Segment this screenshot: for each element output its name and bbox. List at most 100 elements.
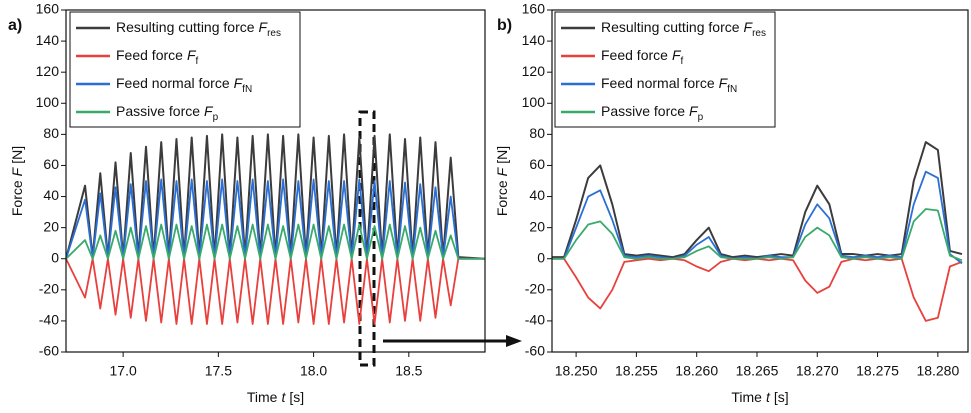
- x-tick-label: 17.0: [110, 363, 137, 379]
- y-tick-label: 120: [36, 63, 60, 79]
- axes-frame: [65, 9, 486, 353]
- legend-subscript: p: [213, 112, 219, 123]
- legend-symbol: F: [744, 19, 754, 35]
- legend-symbol: F: [672, 47, 682, 63]
- legend-symbol: F: [719, 75, 729, 91]
- y-tick-label: 0: [537, 249, 545, 265]
- panel-label: b): [497, 17, 512, 34]
- series-line: [66, 257, 485, 325]
- y-tick-label: -40: [525, 312, 545, 328]
- y-tick-label: 60: [529, 156, 545, 172]
- series-line: [552, 170, 963, 265]
- legend-name: Feed normal force: [601, 75, 715, 91]
- y-label-symbol: F: [9, 166, 25, 176]
- legend-label: Passive force Fp: [116, 103, 219, 123]
- x-tick-label: 18.0: [300, 363, 327, 379]
- y-tick-label: -40: [39, 312, 59, 328]
- legend-subscript: p: [698, 112, 704, 123]
- series-line: [66, 223, 485, 260]
- axes-frame: [551, 9, 969, 353]
- y-label-unit: [N]: [9, 146, 25, 164]
- legend-box: [554, 11, 776, 128]
- y-axis-label: Force F [N]: [494, 146, 510, 216]
- legend-subscript: res: [752, 28, 766, 39]
- x-label-text: Time: [247, 389, 278, 405]
- legend-label: Resulting cutting force Fres: [116, 19, 281, 39]
- y-tick-label: 100: [522, 94, 546, 110]
- y-tick-label: 160: [522, 1, 546, 17]
- zoom-box: [358, 110, 376, 367]
- series-line: [552, 208, 963, 262]
- zoom-arrow-head: [506, 335, 522, 347]
- legend-subscript: fN: [727, 84, 737, 95]
- x-label-unit: [s]: [289, 389, 304, 405]
- y-tick-label: 0: [51, 249, 59, 265]
- x-tick-label: 18.5: [395, 363, 422, 379]
- y-label-unit: [N]: [494, 146, 510, 164]
- x-tick-label: 17.5: [205, 363, 232, 379]
- legend-name: Passive force: [116, 103, 200, 119]
- plot-area: [66, 133, 485, 325]
- y-tick-label: 140: [522, 32, 546, 48]
- x-label-text: Time: [731, 389, 762, 405]
- y-tick-label: -60: [525, 343, 545, 359]
- y-tick-label: -20: [525, 281, 545, 297]
- x-label-symbol: t: [766, 389, 771, 405]
- y-tick-label: 140: [36, 32, 60, 48]
- panel-label: a): [8, 17, 22, 34]
- legend-name: Feed force: [116, 47, 183, 63]
- y-tick-label: 80: [529, 125, 545, 141]
- x-tick-label: 18.260: [675, 363, 718, 379]
- y-label-symbol: F: [494, 166, 510, 176]
- legend-symbol: F: [187, 47, 197, 63]
- x-label-symbol: t: [281, 389, 286, 405]
- y-axis-label: Force F [N]: [9, 146, 25, 216]
- y-tick-label: 60: [43, 156, 59, 172]
- series-line: [552, 141, 963, 259]
- y-label-text: Force: [494, 180, 510, 216]
- legend-name: Passive force: [601, 103, 685, 119]
- x-tick-label: 18.280: [916, 363, 959, 379]
- legend-label: Feed normal force FfN: [601, 75, 737, 95]
- y-tick-label: -60: [39, 343, 59, 359]
- x-tick-label: 18.275: [856, 363, 899, 379]
- x-tick-label: 18.270: [796, 363, 839, 379]
- y-tick-label: 40: [43, 187, 59, 203]
- plot-area: [552, 141, 963, 322]
- y-tick-label: 20: [43, 218, 59, 234]
- legend-label: Passive force Fp: [601, 103, 704, 123]
- legend-subscript: f: [681, 56, 684, 67]
- y-label-text: Force: [9, 180, 25, 216]
- legend-box: [69, 11, 301, 128]
- legend-subscript: fN: [242, 84, 252, 95]
- legend-name: Resulting cutting force: [601, 19, 740, 35]
- x-tick-label: 18.255: [615, 363, 658, 379]
- x-label-unit: [s]: [774, 389, 789, 405]
- y-tick-label: -20: [39, 281, 59, 297]
- legend-subscript: res: [267, 28, 281, 39]
- legend-symbol: F: [234, 75, 244, 91]
- legend-name: Resulting cutting force: [116, 19, 255, 35]
- y-tick-label: 120: [522, 63, 546, 79]
- legend-subscript: f: [196, 56, 199, 67]
- legend-label: Feed normal force FfN: [116, 75, 252, 95]
- legend-name: Feed force: [601, 47, 668, 63]
- x-tick-label: 18.250: [555, 363, 598, 379]
- series-line: [66, 133, 485, 260]
- legend-name: Feed normal force: [116, 75, 230, 91]
- y-tick-label: 100: [36, 94, 60, 110]
- legend-label: Feed force Ff: [116, 47, 199, 67]
- x-axis-label: Time t [s]: [731, 389, 788, 405]
- legend-symbol: F: [259, 19, 269, 35]
- x-axis-label: Time t [s]: [247, 389, 304, 405]
- series-line: [66, 178, 485, 260]
- y-tick-label: 40: [529, 187, 545, 203]
- y-tick-label: 80: [43, 125, 59, 141]
- legend-label: Feed force Ff: [601, 47, 684, 67]
- x-tick-label: 18.265: [736, 363, 779, 379]
- legend-label: Resulting cutting force Fres: [601, 19, 766, 39]
- y-tick-label: 160: [36, 1, 60, 17]
